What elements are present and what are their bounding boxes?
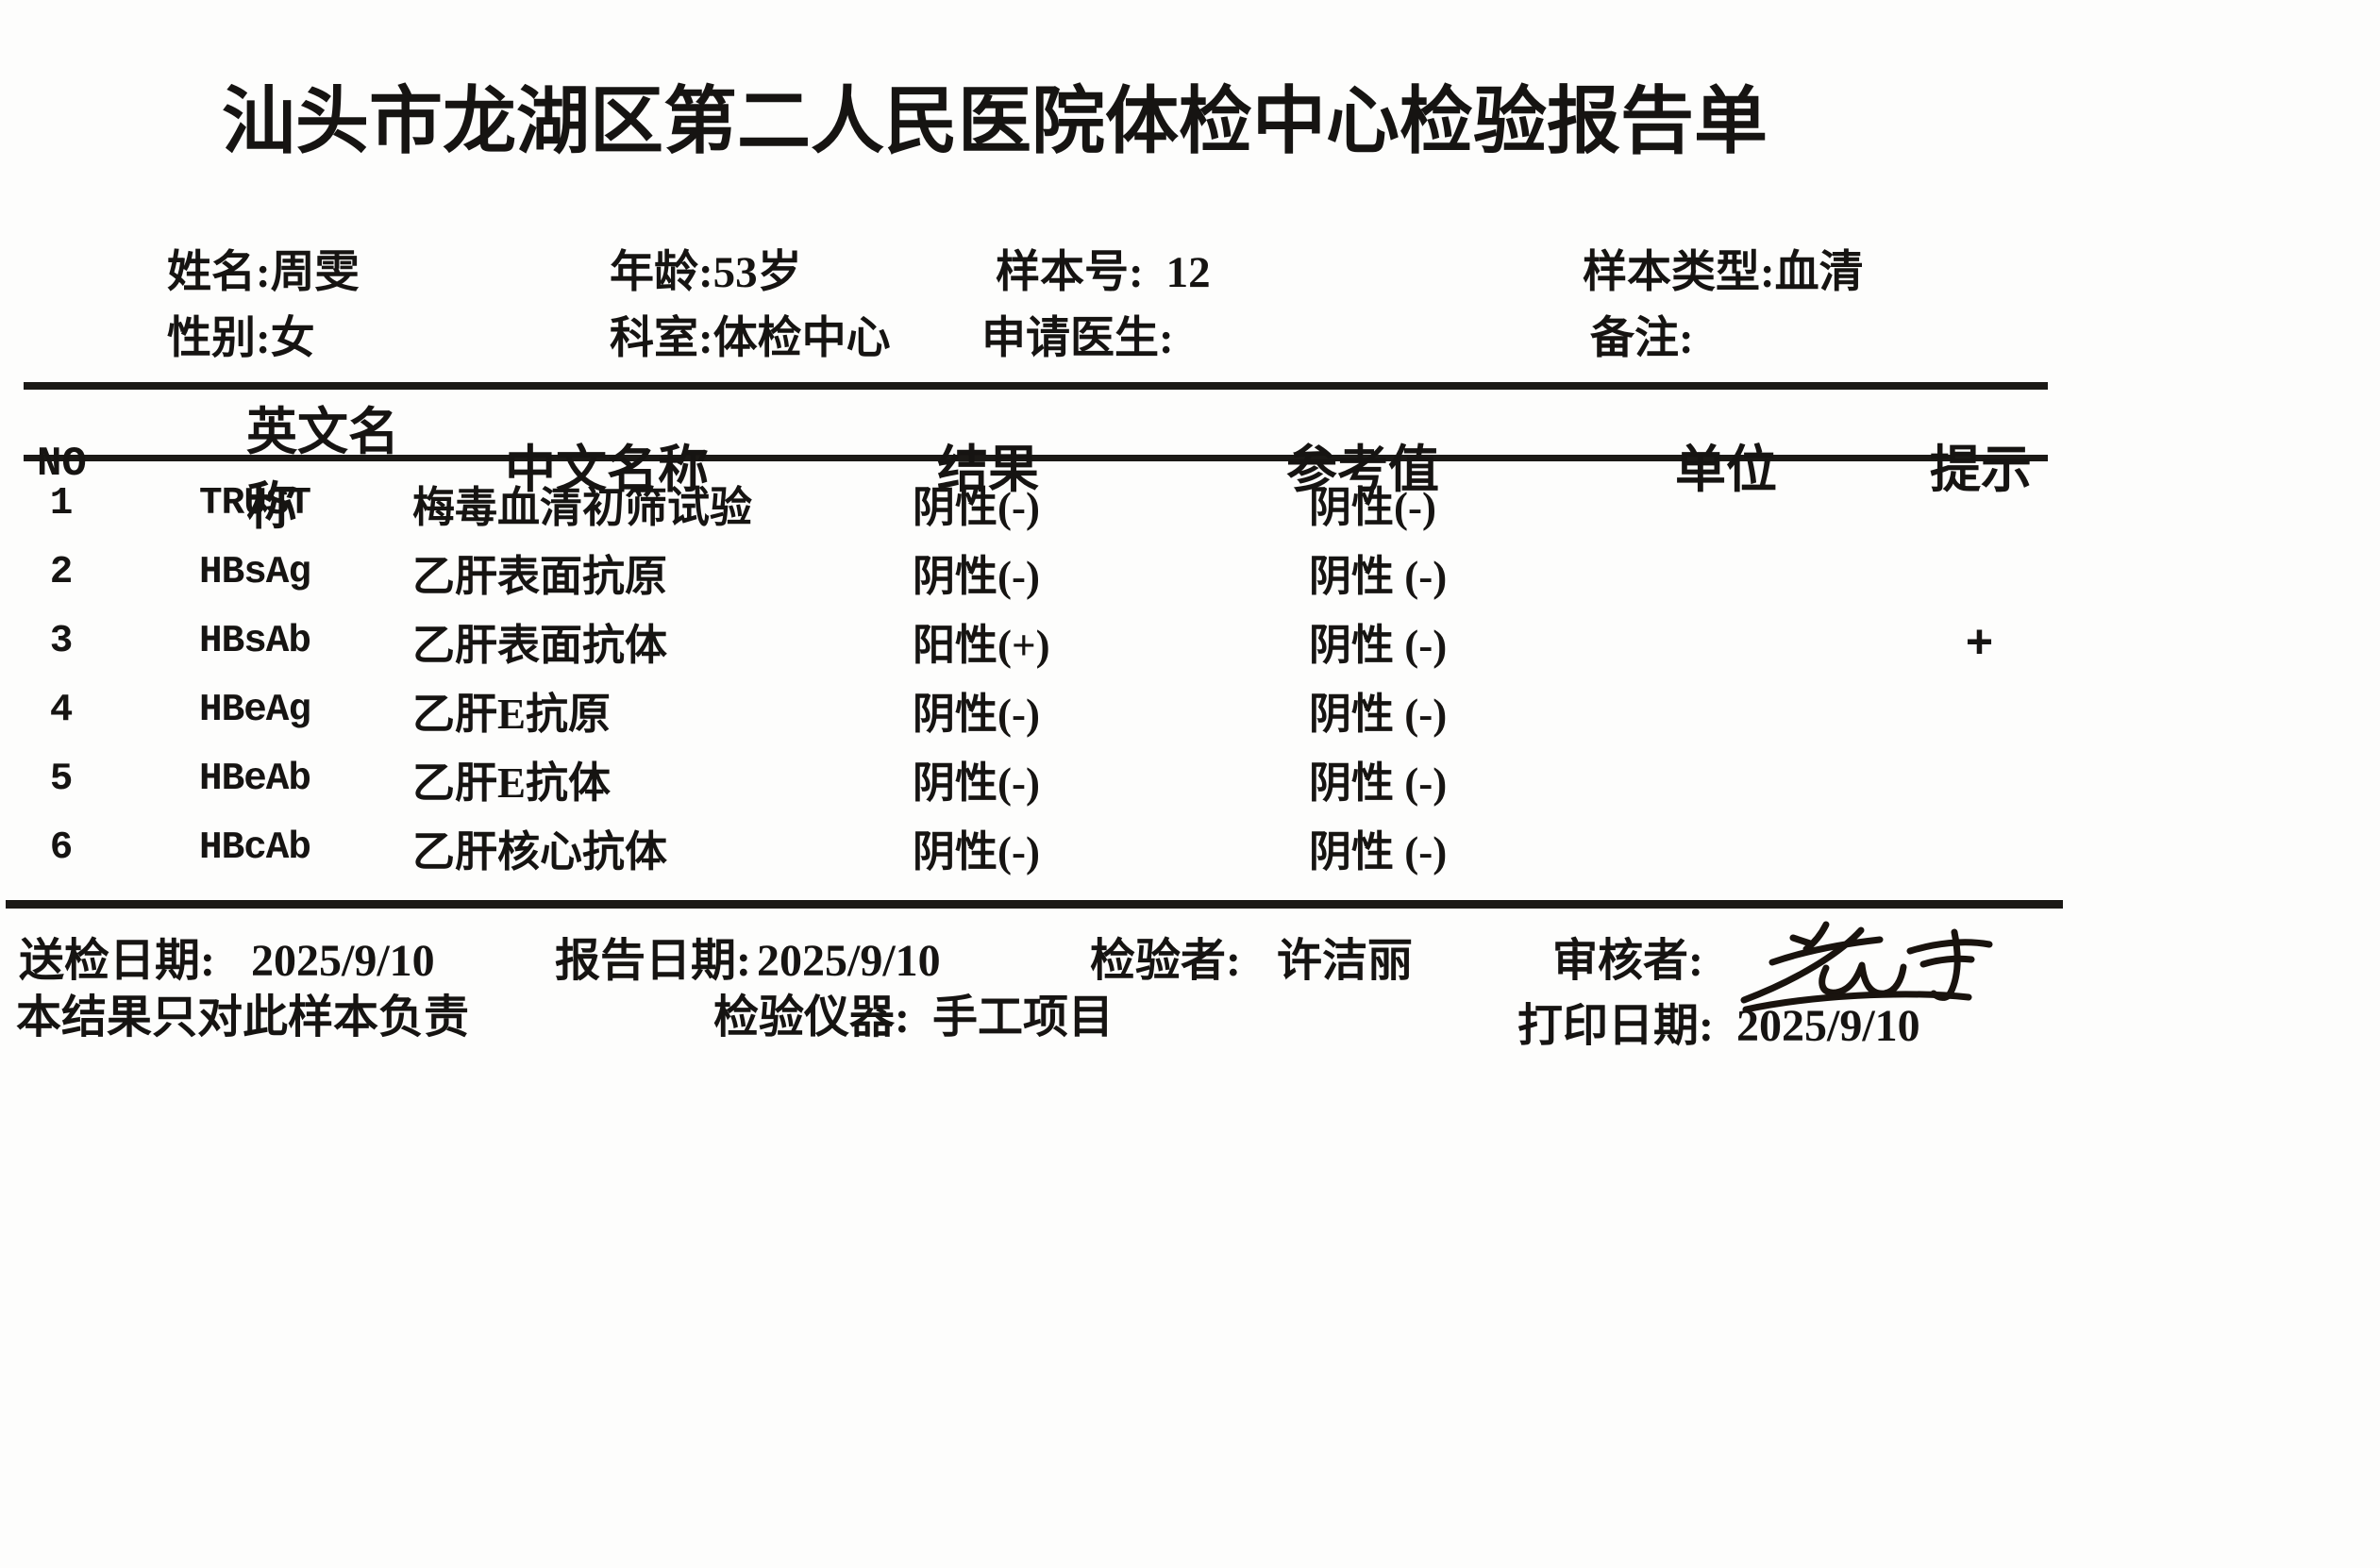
reviewer-field: 审核者: <box>1552 936 1703 987</box>
col-header-ref: 参考值 <box>1286 441 1439 498</box>
remark-field: 备注: <box>1590 313 1694 364</box>
patient-name-field: 姓名:周雯 <box>167 247 360 298</box>
print-date-field: 打印日期: 2025/9/10 <box>1517 1001 1920 1052</box>
cell-result: 阴性(-) <box>913 828 1040 876</box>
table-header-row: NO 英文名称 中文名称 结果 参考值 单位 提示 <box>24 390 2048 535</box>
patient-gender-label: 性别: <box>167 314 271 363</box>
cell-result: 阴性(-) <box>913 691 1040 738</box>
patient-age-field: 年龄:53岁 <box>610 247 802 298</box>
cell-cn-name: 乙肝表面抗体 <box>412 622 668 669</box>
cell-en-name: HBsAg <box>198 550 311 594</box>
cell-result: 阴性(-) <box>913 759 1040 807</box>
sample-no-label: 样本号: <box>996 248 1144 297</box>
instrument-label: 检验仪器: <box>713 993 910 1043</box>
report-date-label: 报告日期: <box>555 936 751 986</box>
table-row: 5 HBeAb 乙肝E抗体 阴性(-) 阴性 (-) <box>24 744 2048 813</box>
table-body: 1 TRUST 梅毒血清初筛试验 阴性(-) 阴性(-) 2 HBsAg 乙肝表… <box>24 461 2048 882</box>
patient-age-label: 年龄: <box>610 248 713 297</box>
col-header-no: NO <box>37 441 87 488</box>
department-field: 科室:体检中心 <box>610 313 891 364</box>
table-top-rule <box>24 382 2048 390</box>
tester-label: 检验者: <box>1090 936 1241 986</box>
col-header-en-name: 英文名称 <box>246 404 399 535</box>
disclaimer-text: 本结果只对此样本负责 <box>16 993 470 1043</box>
patient-gender-field: 性别:女 <box>167 313 315 364</box>
cell-no: 2 <box>49 550 74 594</box>
table-row: 1 TRUST 梅毒血清初筛试验 阴性(-) 阴性(-) <box>24 469 2048 538</box>
report-date-field: 报告日期: 2025/9/10 <box>555 936 941 987</box>
cell-cn-name: 乙肝表面抗原 <box>412 553 668 600</box>
table-row: 6 HBcAb 乙肝核心抗体 阴性(-) 阴性 (-) <box>24 813 2048 882</box>
table-bottom-rule <box>6 900 2063 909</box>
patient-gender-value: 女 <box>270 314 315 363</box>
reviewer-label: 审核者: <box>1552 936 1703 986</box>
department-value: 体检中心 <box>712 314 891 363</box>
department-label: 科室: <box>610 314 713 363</box>
send-date-field: 送检日期: 2025/9/10 <box>19 936 435 987</box>
instrument-field: 检验仪器: 手工项目 <box>713 993 1114 1043</box>
send-date-value: 2025/9/10 <box>251 936 435 986</box>
remark-label: 备注: <box>1590 314 1694 363</box>
cell-ref: 阴性 (-) <box>1309 553 1448 600</box>
cell-result: 阴性(-) <box>913 484 1040 531</box>
tester-field: 检验者: 许洁丽 <box>1090 936 1414 987</box>
col-header-cn-name: 中文名称 <box>505 441 709 498</box>
cell-ref: 阴性 (-) <box>1309 691 1448 738</box>
report-date-value: 2025/9/10 <box>757 936 941 986</box>
instrument-value: 手工项目 <box>932 993 1115 1043</box>
cell-ref: 阴性 (-) <box>1309 759 1448 807</box>
cell-en-name: TRUST <box>198 481 311 525</box>
col-header-result: 结果 <box>937 441 1039 498</box>
tester-value: 许洁丽 <box>1277 936 1414 986</box>
cell-ref: 阴性(-) <box>1309 484 1436 531</box>
cell-en-name: HBeAg <box>198 688 311 732</box>
cell-en-name: HBsAb <box>198 619 311 663</box>
cell-result: 阳性(+) <box>913 622 1050 669</box>
cell-no: 1 <box>49 481 74 525</box>
col-header-unit: 单位 <box>1675 441 1777 498</box>
send-date-label: 送检日期: <box>19 936 215 986</box>
patient-name-value: 周雯 <box>270 248 360 297</box>
sample-type-label: 样本类型: <box>1583 248 1775 297</box>
sample-no-field: 样本号: 12 <box>996 247 1211 298</box>
col-header-hint: 提示 <box>1930 441 2032 498</box>
cell-no: 5 <box>49 757 74 801</box>
table-row: 3 HBsAb 乙肝表面抗体 阳性(+) 阴性 (-) + <box>24 607 2048 676</box>
cell-no: 3 <box>49 619 74 663</box>
cell-cn-name: 梅毒血清初筛试验 <box>412 484 753 531</box>
sample-type-field: 样本类型:血清 <box>1583 247 1864 298</box>
cell-cn-name: 乙肝核心抗体 <box>412 828 668 876</box>
reviewer-signature-icon <box>1740 921 1993 1013</box>
cell-en-name: HBeAb <box>198 757 311 801</box>
table-row: 2 HBsAg 乙肝表面抗原 阴性(-) 阴性 (-) <box>24 538 2048 607</box>
cell-no: 4 <box>49 688 74 732</box>
request-doctor-field: 申请医生: <box>981 313 1174 364</box>
patient-age-value: 53岁 <box>712 248 802 297</box>
table-row: 4 HBeAg 乙肝E抗原 阴性(-) 阴性 (-) <box>24 676 2048 744</box>
results-table: NO 英文名称 中文名称 结果 参考值 单位 提示 1 TRUST 梅毒血清初筛… <box>24 382 2048 882</box>
cell-ref: 阴性 (-) <box>1309 828 1448 876</box>
table-header-rule <box>24 455 2048 461</box>
request-doctor-label: 申请医生: <box>981 314 1174 363</box>
sample-no-value: 12 <box>1165 248 1211 297</box>
print-date-label: 打印日期: <box>1517 1001 1714 1051</box>
cell-ref: 阴性 (-) <box>1309 622 1448 669</box>
cell-result: 阴性(-) <box>913 553 1040 600</box>
sample-type-value: 血清 <box>1774 248 1864 297</box>
report-title: 汕头市龙湖区第二人民医院体检中心检验报告单 <box>222 80 1768 162</box>
cell-cn-name: 乙肝E抗原 <box>412 691 612 738</box>
cell-cn-name: 乙肝E抗体 <box>412 759 612 807</box>
cell-no: 6 <box>49 826 74 870</box>
cell-hint: + <box>1965 614 1994 668</box>
cell-en-name: HBcAb <box>198 826 311 870</box>
print-date-value: 2025/9/10 <box>1736 1001 1920 1051</box>
patient-name-label: 姓名: <box>167 248 271 297</box>
